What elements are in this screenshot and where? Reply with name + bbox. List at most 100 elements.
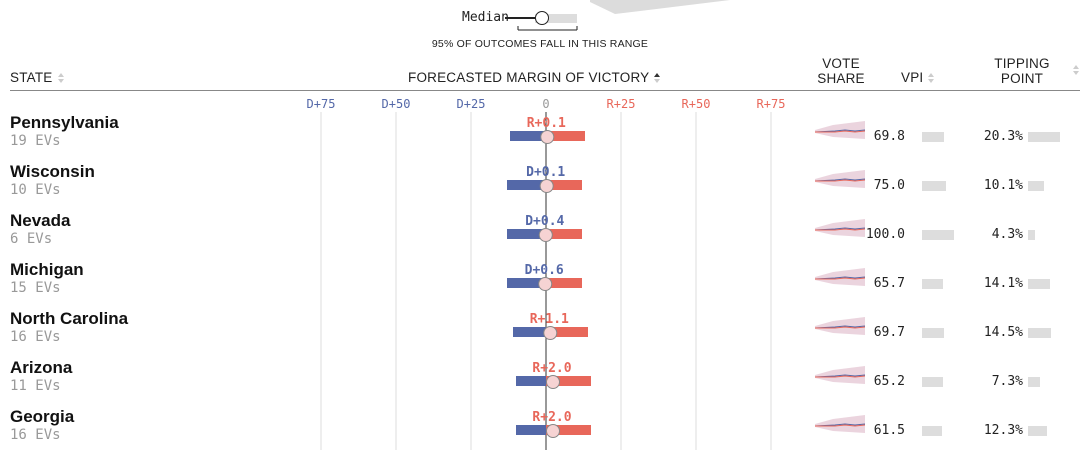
sort-icon[interactable]	[927, 72, 935, 84]
vote-share-rep-line	[815, 326, 866, 329]
median-marker	[540, 130, 555, 144]
vote-share-dem-line	[814, 423, 866, 427]
state-ev-count: 6 EVs	[10, 231, 53, 247]
tick-label: 0	[542, 97, 549, 111]
tipping-point-value: 10.1%	[983, 178, 1023, 193]
state-name: Georgia	[10, 407, 75, 426]
vote-share-rep-line	[815, 228, 866, 231]
tick-label: D+50	[382, 97, 411, 111]
legend-median-label: Median	[462, 10, 509, 25]
median-marker	[539, 179, 554, 193]
rep-range-bar	[546, 327, 588, 337]
state-ev-count: 15 EVs	[10, 280, 61, 296]
header-vote-share: VOTE SHARE	[817, 56, 865, 86]
median-marker	[546, 424, 560, 438]
tipping-point-bar	[1028, 181, 1044, 191]
vote-share-rep-line	[815, 375, 866, 378]
median-marker	[538, 228, 553, 242]
tipping-point-value: 20.3%	[983, 129, 1023, 144]
vote-share-rep-line	[815, 424, 866, 427]
vpi-value: 69.8	[873, 129, 905, 144]
tipping-point-value: 12.3%	[983, 423, 1023, 438]
margin-label: R+2.0	[532, 361, 571, 376]
vote-share-dem-line	[814, 227, 866, 231]
margin-label: D+0.1	[526, 165, 565, 180]
vpi-bar	[922, 181, 946, 191]
tick-label: D+75	[307, 97, 336, 111]
state-ev-count: 19 EVs	[10, 133, 61, 149]
margin-label: D+0.4	[525, 214, 564, 229]
vote-share-dem-line	[814, 276, 866, 280]
dem-range-bar	[516, 425, 546, 435]
tick-label: R+25	[607, 97, 636, 111]
margin-label: R+2.0	[532, 410, 571, 425]
vpi-value: 65.2	[873, 374, 905, 389]
margin-label: R+0.1	[527, 116, 566, 131]
vpi-value: 75.0	[873, 178, 905, 193]
vpi-value: 65.7	[873, 276, 905, 291]
vpi-value: 69.7	[873, 325, 905, 340]
sort-icon[interactable]	[1072, 64, 1080, 76]
rep-range-bar	[546, 229, 582, 239]
vpi-value: 61.5	[873, 423, 905, 438]
vote-share-dem-line	[814, 325, 866, 329]
vpi-bar	[922, 279, 944, 289]
vpi-bar	[922, 230, 954, 240]
tipping-point-value: 14.1%	[983, 276, 1023, 291]
state-ev-count: 10 EVs	[10, 182, 61, 198]
rep-range-bar	[546, 425, 591, 435]
vote-share-rep-line	[815, 179, 866, 182]
header-margin[interactable]: FORECASTED MARGIN OF VICTORY	[408, 70, 661, 85]
tipping-point-bar	[1028, 279, 1051, 289]
dem-range-bar	[507, 278, 546, 288]
tick-label: D+25	[457, 97, 486, 111]
header-state[interactable]: STATE	[10, 70, 65, 85]
tipping-point-bar	[1028, 426, 1048, 436]
margin-label: R+1.1	[530, 312, 569, 327]
median-marker	[546, 375, 560, 389]
vote-share-rep-line	[815, 130, 866, 133]
state-ev-count: 11 EVs	[10, 378, 61, 394]
tipping-point-value: 14.5%	[983, 325, 1023, 340]
state-name: Pennsylvania	[10, 113, 119, 132]
vpi-bar	[922, 328, 945, 338]
tipping-point-bar	[1028, 230, 1035, 240]
state-name: Arizona	[10, 358, 73, 377]
tipping-point-bar	[1028, 377, 1040, 387]
rep-range-bar	[546, 376, 591, 386]
vote-share-dem-line	[814, 178, 866, 182]
dem-range-bar	[507, 180, 546, 190]
tipping-point-value: 4.3%	[991, 227, 1023, 242]
header-vpi[interactable]: VPI	[901, 70, 935, 85]
tipping-point-bar	[1028, 132, 1060, 142]
vote-share-rep-line	[815, 277, 866, 280]
legend-median-swatch	[505, 11, 578, 31]
state-name: Nevada	[10, 211, 71, 230]
median-marker	[543, 326, 558, 340]
sort-icon-active[interactable]	[653, 72, 661, 84]
dem-range-bar	[510, 131, 546, 141]
sort-icon[interactable]	[57, 72, 65, 84]
dem-range-bar	[513, 327, 546, 337]
vote-share-dem-line	[814, 374, 866, 378]
state-ev-count: 16 EVs	[10, 329, 61, 345]
header-tipping-point[interactable]: TIPPING POINT	[994, 56, 1050, 86]
rep-range-bar	[546, 278, 582, 288]
state-ev-count: 16 EVs	[10, 427, 61, 443]
tipping-point-bar	[1028, 328, 1051, 338]
rep-range-bar	[546, 180, 582, 190]
legend-range-caption: 95% OF OUTCOMES FALL IN THIS RANGE	[431, 38, 649, 50]
tick-label: R+75	[757, 97, 786, 111]
state-name: Michigan	[10, 260, 84, 279]
vpi-bar	[922, 132, 945, 142]
median-marker	[538, 277, 553, 291]
state-name: Wisconsin	[10, 162, 95, 181]
tipping-point-value: 7.3%	[991, 374, 1023, 389]
header-decoration	[590, 0, 730, 14]
state-name: North Carolina	[10, 309, 129, 328]
margin-label: D+0.6	[525, 263, 564, 278]
vpi-bar	[922, 377, 943, 387]
dem-range-bar	[507, 229, 546, 239]
vote-share-dem-line	[814, 129, 866, 133]
vpi-value: 100.0	[865, 227, 905, 242]
